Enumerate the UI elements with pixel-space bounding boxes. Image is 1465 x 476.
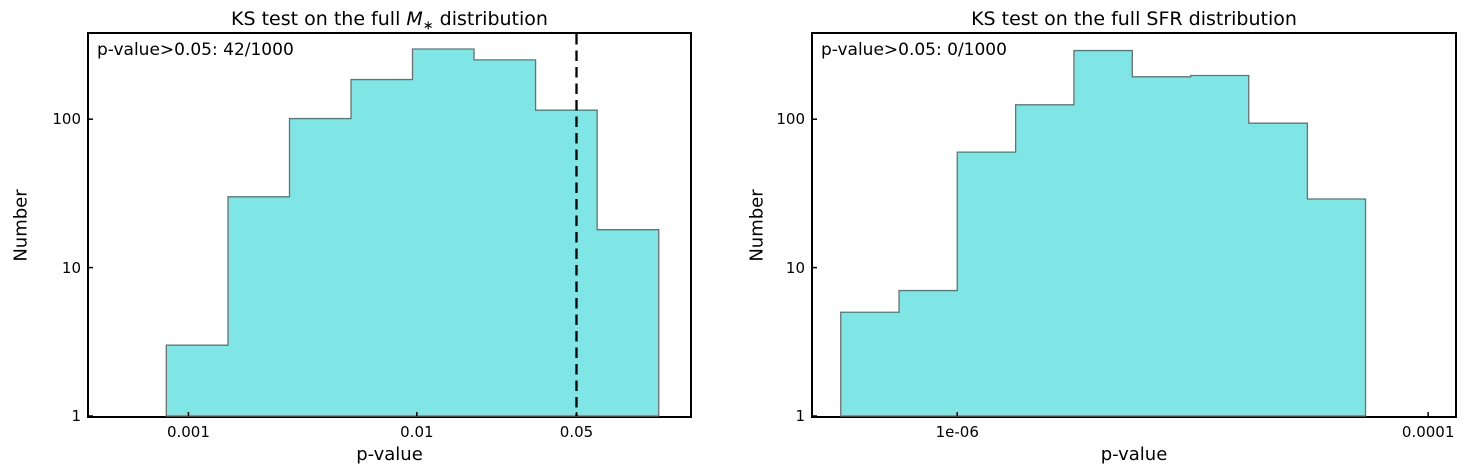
- right-x-axis-label: p-value: [1100, 444, 1168, 465]
- left-annotation-pvalue-count: p-value>0.05: 42/1000: [97, 40, 294, 60]
- left-title-prefix: KS test on the full: [231, 8, 407, 30]
- plot-canvas: [89, 34, 660, 417]
- left-title-math-var: M: [406, 8, 423, 30]
- left-plot-title: KS test on the full M∗ distribution: [87, 7, 692, 34]
- y-tick-label: 100: [776, 110, 805, 129]
- left-y-axis-label: Number: [10, 188, 32, 262]
- left-x-axis-label: p-value: [356, 444, 423, 465]
- left-axes: p-value>0.05: 42/1000 0.001 0.01 0.05 1 10 10…: [52, 32, 692, 441]
- x-tick-label: 0.05: [559, 423, 594, 441]
- right-title-text: KS test on the full SFR distribution: [971, 8, 1297, 30]
- left-title-star-subscript: ∗: [422, 18, 434, 34]
- right-axes: p-value>0.05: 0/1000 1e-06 0.0001 1 10 100: [776, 32, 1457, 441]
- x-tick-label: 0.0001: [1401, 423, 1455, 441]
- histogram-path: [840, 49, 1367, 417]
- histogram-path: [165, 48, 660, 417]
- x-tick-label: 1e-06: [935, 423, 979, 441]
- x-tick-label: 0.001: [166, 423, 210, 441]
- right-y-axis-label-wrap: Number: [746, 32, 768, 418]
- right-y-axis-label: Number: [746, 188, 768, 262]
- right-annotation-pvalue-count: p-value>0.05: 0/1000: [821, 40, 1007, 60]
- left-y-axis-label-wrap: Number: [10, 32, 32, 418]
- y-tick-label: 100: [52, 110, 81, 129]
- y-tick-label: 10: [785, 258, 805, 277]
- left-title-suffix: distribution: [433, 8, 548, 30]
- y-tick-label: 1: [71, 407, 81, 425]
- x-tick-label: 0.01: [400, 423, 434, 441]
- right-plot-title: KS test on the full SFR distribution: [811, 7, 1457, 31]
- y-tick-label: 1: [795, 407, 805, 425]
- y-tick-label: 10: [61, 258, 81, 277]
- plot-canvas: [813, 49, 1429, 417]
